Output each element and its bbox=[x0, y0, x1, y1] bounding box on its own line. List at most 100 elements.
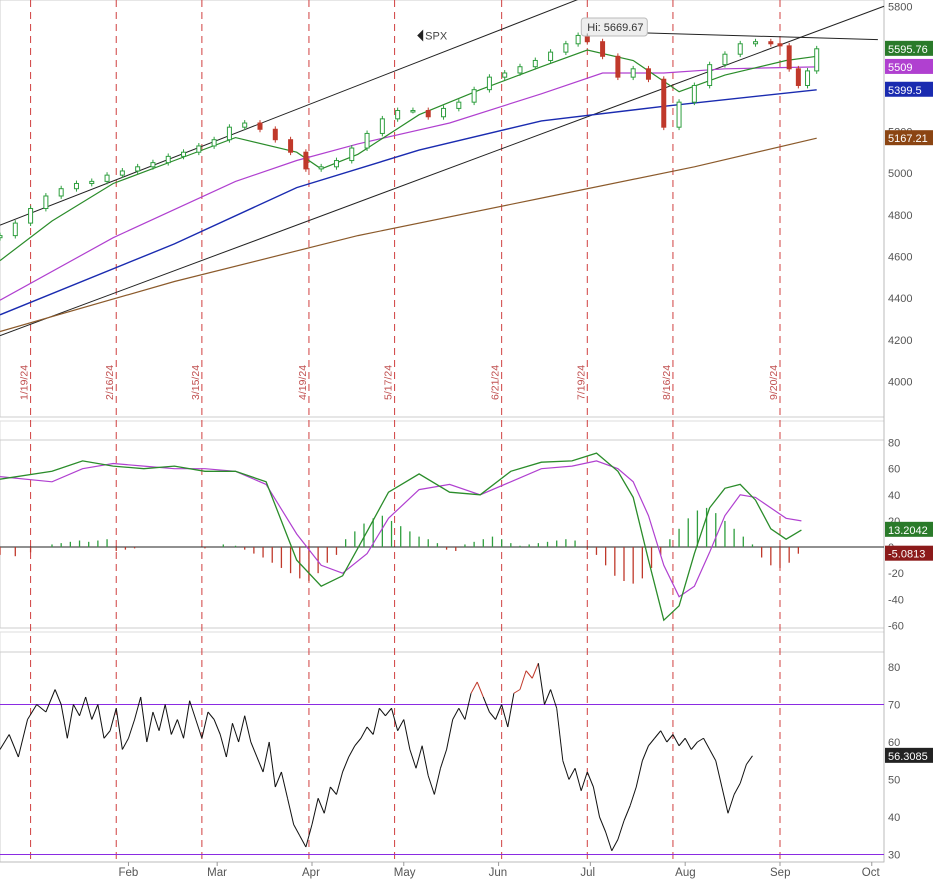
event-date-label: 9/20/24 bbox=[768, 365, 780, 400]
candle-body bbox=[410, 110, 416, 113]
candle-body bbox=[661, 78, 667, 128]
macd-y-tick-label: -40 bbox=[888, 594, 904, 606]
candle-body bbox=[777, 43, 783, 47]
ma-purple-line bbox=[0, 66, 817, 301]
value-badge-text: 56.3085 bbox=[888, 751, 928, 763]
candle-body bbox=[12, 222, 18, 237]
rsi-line-segment bbox=[0, 734, 10, 750]
candle-body bbox=[0, 235, 3, 239]
price-panel bbox=[0, 0, 885, 418]
rsi-line-segment bbox=[519, 670, 527, 690]
x-tick-label: May bbox=[394, 867, 416, 879]
rsi-line-segment bbox=[421, 745, 429, 776]
event-date-label: 3/15/24 bbox=[190, 365, 202, 400]
rsi-line-segment bbox=[262, 741, 270, 773]
event-date-label: 6/21/24 bbox=[490, 365, 502, 400]
symbol-marker-icon bbox=[417, 29, 424, 42]
rsi-line-segment bbox=[207, 711, 215, 720]
rsi-line-segment bbox=[378, 707, 386, 717]
x-tick-label: Jul bbox=[580, 867, 595, 879]
rsi-line-segment bbox=[372, 708, 380, 735]
rsi-y-tick-label: 60 bbox=[888, 737, 900, 749]
rsi-line-segment bbox=[72, 704, 80, 716]
rsi-line-segment bbox=[140, 696, 148, 743]
macd-y-tick-label: 60 bbox=[888, 464, 900, 476]
candle-body bbox=[379, 118, 385, 134]
candle-body bbox=[58, 188, 64, 197]
rsi-line-segment bbox=[415, 745, 423, 769]
candle-body bbox=[257, 122, 263, 130]
rsi-line-segment bbox=[672, 734, 680, 746]
rsi-line-segment bbox=[287, 798, 295, 825]
candle-body bbox=[737, 43, 743, 55]
rsi-line-segment bbox=[409, 749, 417, 769]
candle-body bbox=[615, 55, 621, 78]
rsi-line-segment bbox=[697, 737, 704, 743]
hi-annotation-box bbox=[580, 17, 648, 37]
price-y-tick-label: 4400 bbox=[888, 293, 912, 305]
rsi-line-segment bbox=[342, 756, 350, 773]
rsi-line-segment bbox=[592, 786, 601, 818]
candle-body bbox=[456, 101, 462, 109]
rsi-line-segment bbox=[666, 734, 674, 743]
rsi-line-segment bbox=[537, 663, 545, 705]
candle-body bbox=[288, 139, 294, 153]
value-badge: 5509 bbox=[885, 58, 933, 74]
candle-body bbox=[722, 53, 728, 66]
rsi-line-segment bbox=[109, 708, 117, 731]
rsi-line-segment bbox=[586, 771, 594, 788]
candle-body bbox=[211, 139, 217, 147]
rsi-line-segment bbox=[121, 738, 129, 750]
value-badge: 5167.21 bbox=[885, 130, 933, 146]
price-y-tick-label: 4800 bbox=[888, 210, 912, 222]
value-badge-bg bbox=[885, 58, 933, 74]
value-badge: 13.2042 bbox=[885, 521, 933, 537]
rsi-line-segment bbox=[531, 663, 539, 679]
rsi-line-segment bbox=[66, 704, 74, 739]
value-badge-text: 5509 bbox=[888, 62, 912, 74]
x-tick-label: Sep bbox=[770, 867, 790, 879]
value-badge: 5399.5 bbox=[885, 81, 933, 97]
candle-body bbox=[707, 64, 713, 86]
rsi-line-segment bbox=[611, 839, 619, 851]
rsi-line-segment bbox=[323, 786, 331, 814]
symbol-label: SPX bbox=[425, 30, 448, 42]
rsi-line-segment bbox=[317, 798, 325, 814]
macd-y-tick-label: -20 bbox=[888, 568, 904, 580]
rsi-line-segment bbox=[299, 835, 307, 848]
rsi-line-segment bbox=[134, 696, 142, 720]
event-date-label: 7/19/24 bbox=[575, 365, 587, 400]
value-badge-text: 5399.5 bbox=[888, 85, 922, 97]
candle-body bbox=[786, 45, 792, 70]
rsi-line-segment bbox=[360, 726, 368, 739]
rsi-line-segment bbox=[225, 723, 233, 758]
rsi-line-segment bbox=[305, 824, 313, 848]
rsi-line-segment bbox=[60, 704, 68, 739]
rsi-line-segment bbox=[482, 696, 490, 713]
rsi-line-segment bbox=[201, 711, 209, 739]
price-y-tick-label: 5800 bbox=[888, 1, 912, 13]
rsi-line-segment bbox=[446, 719, 454, 750]
rsi-line-segment bbox=[8, 734, 19, 758]
rsi-y-tick-label: 70 bbox=[888, 700, 900, 712]
candle-body bbox=[425, 110, 431, 118]
event-date-label: 4/19/24 bbox=[297, 365, 309, 400]
rsi-line-segment bbox=[311, 798, 319, 825]
rsi-line-segment bbox=[183, 700, 191, 739]
candle-body bbox=[600, 41, 606, 57]
candle-body bbox=[89, 180, 95, 184]
candle-body bbox=[73, 182, 79, 190]
hi-annotation-text: Hi: 5669.67 bbox=[587, 22, 643, 34]
candle-body bbox=[165, 155, 171, 164]
macd-y-tick-label: 40 bbox=[888, 490, 900, 502]
rsi-line-segment bbox=[739, 764, 747, 784]
rsi-y-tick-label: 80 bbox=[888, 662, 900, 674]
rsi-line-segment bbox=[629, 786, 637, 806]
event-date-label: 5/17/24 bbox=[383, 365, 395, 400]
rsi-line-segment bbox=[397, 719, 405, 731]
rsi-line-segment bbox=[452, 708, 460, 720]
rsi-line-segment bbox=[91, 704, 99, 720]
rsi-line-segment bbox=[623, 805, 631, 821]
rsi-line-segment bbox=[17, 719, 29, 758]
